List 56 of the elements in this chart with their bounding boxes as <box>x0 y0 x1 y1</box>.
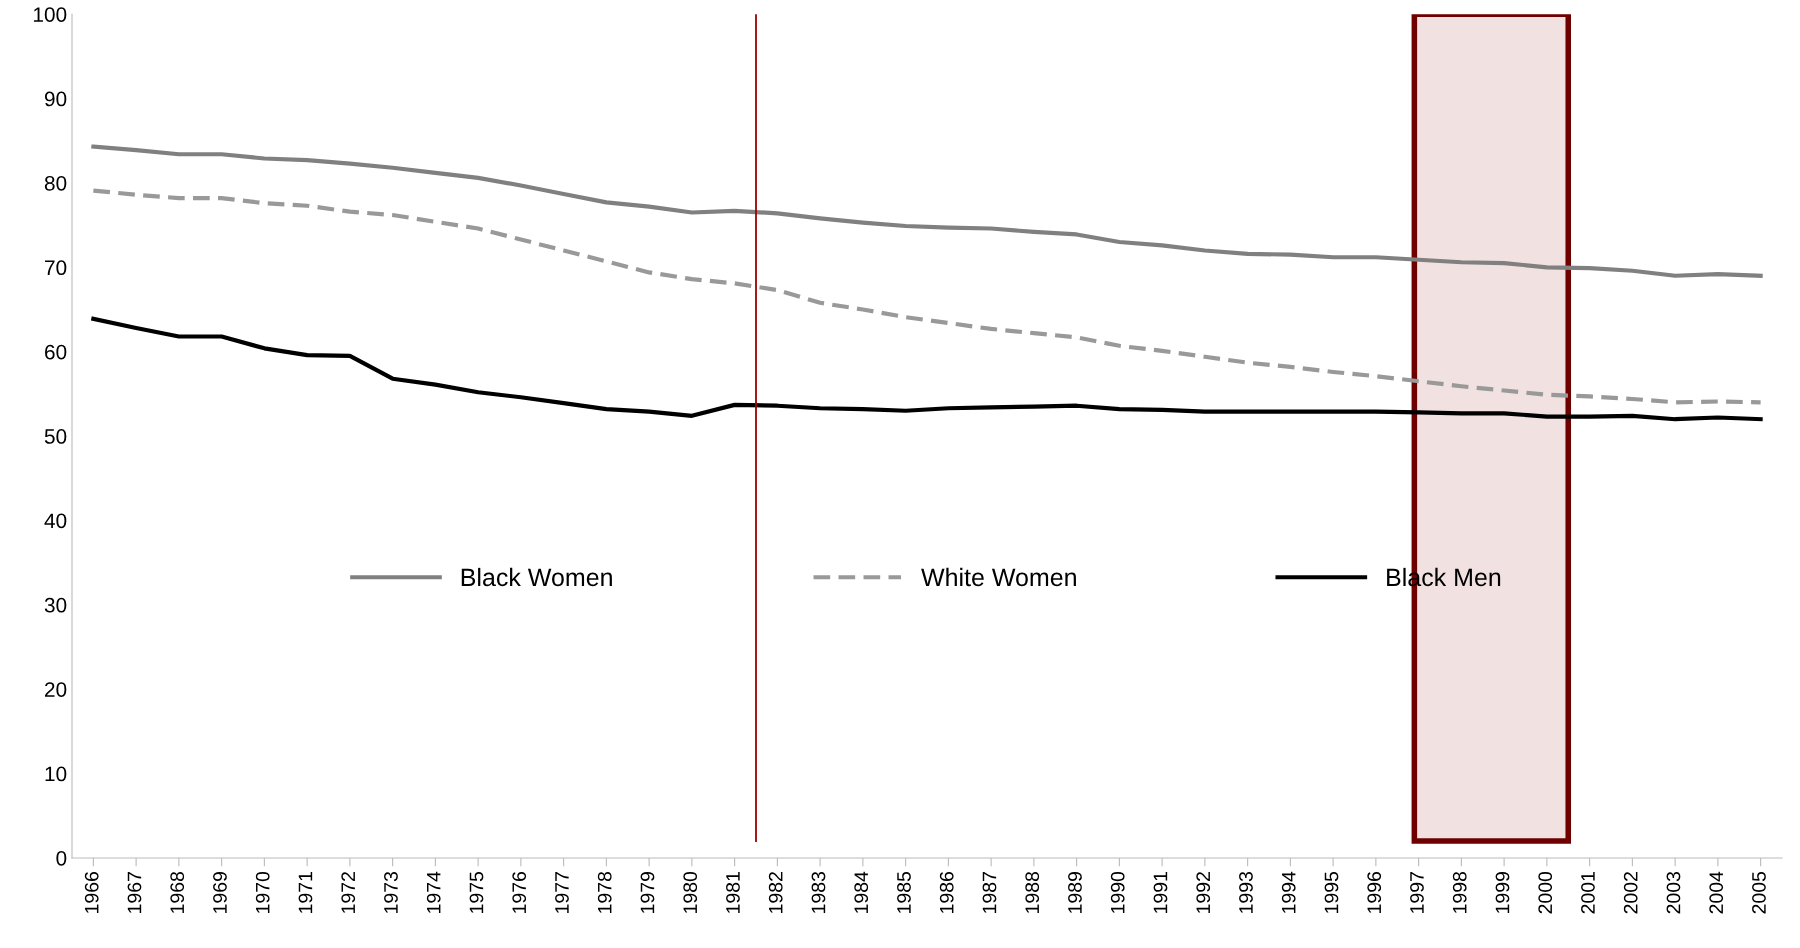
y-tick-label: 70 <box>45 260 67 276</box>
line-series <box>91 188 1763 405</box>
x-tick-label: 1995 <box>1324 871 1339 913</box>
x-tick-label: 1985 <box>897 871 911 913</box>
legend-label: White Women <box>921 567 1076 587</box>
x-tick-label: 1971 <box>298 872 313 913</box>
y-tick-label: 60 <box>45 344 67 360</box>
x-tick-label: 1969 <box>213 872 227 913</box>
line-series <box>91 316 1763 422</box>
y-tick-label: 20 <box>45 682 67 697</box>
y-tick-label: 50 <box>44 429 67 444</box>
y-tick-label: 40 <box>44 513 67 529</box>
x-tick-label: 1968 <box>170 871 185 913</box>
x-tick-label: 1978 <box>597 871 612 913</box>
x-tick-label: 2001 <box>1581 872 1595 914</box>
x-tick-label: 1972 <box>341 872 356 913</box>
x-tick-label: 2003 <box>1666 871 1681 914</box>
x-tick-label: 1999 <box>1495 872 1510 913</box>
y-tick-label: 30 <box>44 597 67 613</box>
x-tick-label: 1980 <box>683 871 698 913</box>
y-tick-label: 90 <box>44 91 67 107</box>
x-tick-label: 1998 <box>1452 871 1467 913</box>
x-tick-label: 1991 <box>1153 872 1168 913</box>
x-tick-label: 1974 <box>426 871 441 913</box>
x-tick-label: 1966 <box>84 871 99 913</box>
x-tick-label: 1989 <box>1068 872 1082 913</box>
x-tick-label: 1979 <box>640 872 655 913</box>
x-tick-label: 1970 <box>255 871 270 913</box>
line-series <box>91 144 1763 278</box>
x-tick-label: 1990 <box>1110 871 1125 913</box>
x-tick-label: 1967 <box>127 872 142 913</box>
x-tick-label: 1982 <box>768 872 783 913</box>
x-tick-label: 2000 <box>1538 871 1553 914</box>
x-tick-label: 1984 <box>854 871 869 913</box>
x-tick-label: 1977 <box>555 872 569 913</box>
x-tick-label: 1983 <box>811 871 826 913</box>
x-tick-label: 1994 <box>1281 871 1296 913</box>
x-tick-label: 1981 <box>726 872 740 913</box>
x-tick-label: 1973 <box>384 871 398 913</box>
y-tick-label: 100 <box>33 7 67 22</box>
x-tick-label: 1997 <box>1410 872 1424 913</box>
x-tick-label: 1976 <box>512 871 527 913</box>
x-tick-label: 2002 <box>1623 872 1638 914</box>
x-tick-label: 1993 <box>1239 871 1253 913</box>
x-tick-label: 1996 <box>1367 871 1382 913</box>
y-tick-label: 10 <box>45 766 67 782</box>
x-tick-label: 1987 <box>982 872 997 913</box>
y-tick-label: 80 <box>44 175 67 191</box>
x-tick-label: 1988 <box>1025 871 1040 913</box>
x-tick-label: 2005 <box>1752 871 1766 914</box>
x-tick-label: 1992 <box>1196 872 1211 913</box>
x-tick-label: 1986 <box>939 871 954 913</box>
y-tick-label: 0 <box>56 850 67 866</box>
legend-label: Black Women <box>461 567 612 587</box>
x-tick-label: 1975 <box>469 871 484 913</box>
x-tick-label: 2004 <box>1709 871 1724 914</box>
